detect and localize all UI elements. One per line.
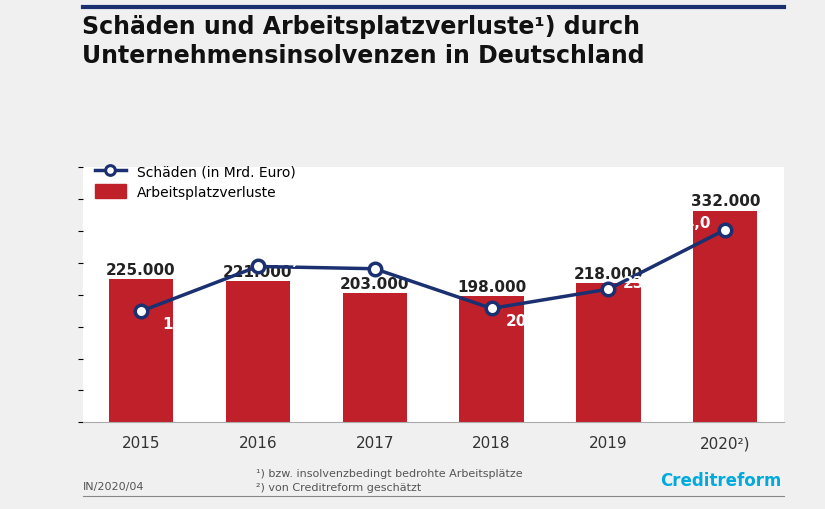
Text: 198.000: 198.000 [457,279,526,294]
Bar [226,282,290,422]
Text: 27,1: 27,1 [389,255,427,270]
Bar [577,284,640,422]
Text: 332.000: 332.000 [691,194,760,209]
Bar [460,296,524,422]
Text: Creditreform: Creditreform [660,471,781,489]
Text: 221.000: 221.000 [223,265,293,279]
Legend: Schäden (in Mrd. Euro), Arbeitsplatzverluste: Schäden (in Mrd. Euro), Arbeitsplatzverl… [89,160,301,205]
Bar [342,293,407,422]
Text: 218.000: 218.000 [573,267,644,281]
Text: ²) von Creditreform geschätzt: ²) von Creditreform geschätzt [256,482,421,492]
Text: IN/2020/04: IN/2020/04 [82,481,144,491]
Text: 19,6: 19,6 [162,317,200,331]
Text: 27,5: 27,5 [271,252,309,268]
Text: 20,1: 20,1 [506,314,543,329]
Text: Schäden und Arbeitsplatzverluste¹) durch
Unternehmensinsolvenzen in Deutschland: Schäden und Arbeitsplatzverluste¹) durch… [82,15,645,68]
Text: 34,0: 34,0 [672,216,710,231]
Text: 225.000: 225.000 [106,262,176,277]
Bar [693,211,757,422]
Text: 203.000: 203.000 [340,276,409,291]
Text: 23,5: 23,5 [623,275,660,290]
Text: ¹) bzw. insolvenzbedingt bedrohte Arbeitsplätze: ¹) bzw. insolvenzbedingt bedrohte Arbeit… [256,468,522,478]
Bar [109,279,173,422]
